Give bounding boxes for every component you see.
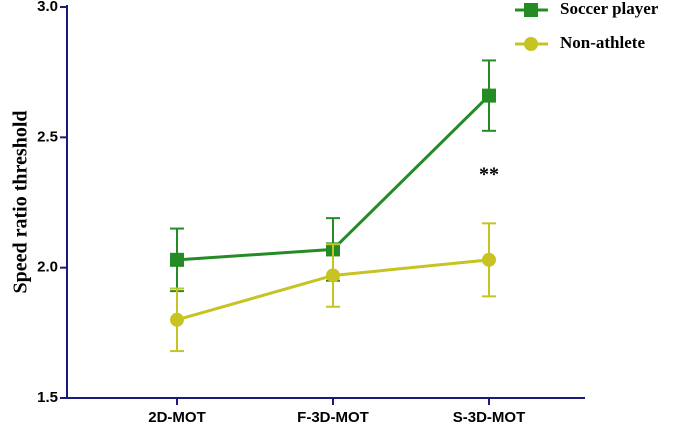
x-tick-label: 2D-MOT [148,409,206,426]
x-tick-label: S-3D-MOT [453,409,526,426]
legend-label: Soccer player [560,0,659,18]
point [170,312,184,327]
point [482,88,496,103]
point [170,252,184,267]
y-tick-label: 2.5 [37,128,58,145]
point [482,252,496,267]
y-axis-title: Speed ratio threshold [10,111,32,294]
legend-marker [524,3,538,17]
legend-label: Non-athlete [560,33,645,52]
y-tick-label: 2.0 [37,259,58,276]
y-tick-label: 1.5 [37,389,58,406]
point [326,268,340,283]
x-tick-label: F-3D-MOT [297,409,369,426]
legend-marker [524,37,538,51]
annotation: ** [479,164,499,186]
y-tick-label: 3.0 [37,0,58,15]
